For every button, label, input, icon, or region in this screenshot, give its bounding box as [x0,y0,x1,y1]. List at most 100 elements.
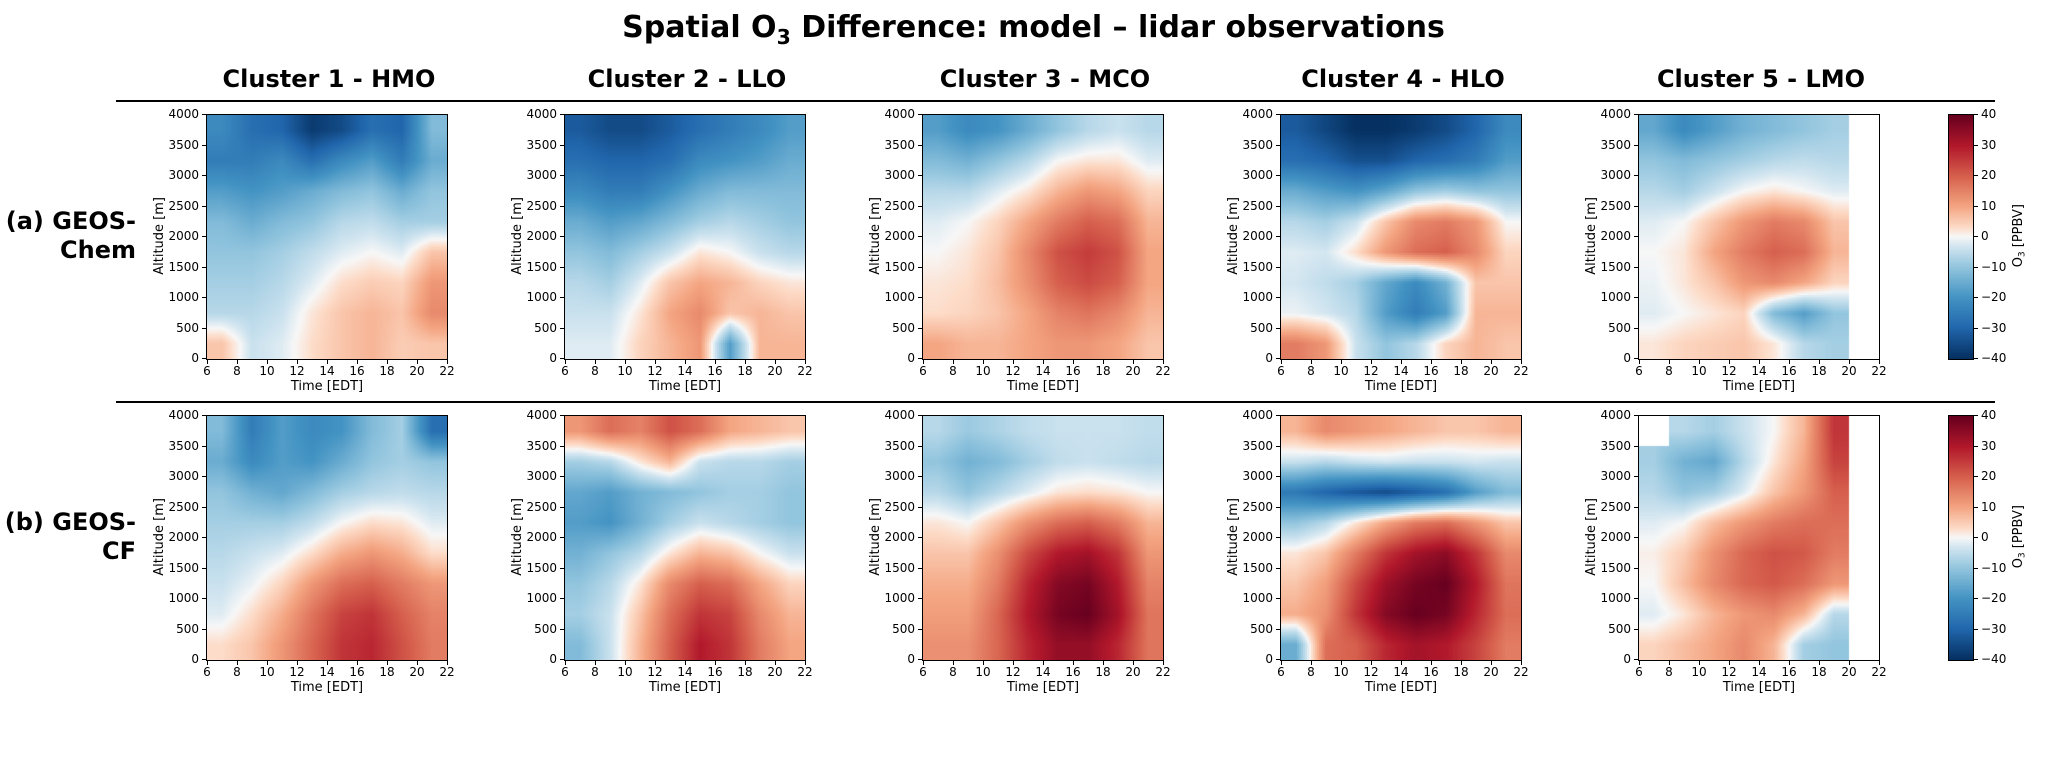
y-tick-label: 3500 [1242,137,1273,152]
y-tick-label: 3000 [884,168,915,182]
x-tick-label: 16 [707,364,723,378]
x-tick-label: 16 [707,665,723,679]
y-tick-mark [1276,144,1280,146]
y-tick-label: 2500 [884,198,915,213]
y-tick-label: 1000 [168,290,199,304]
y-tick-label: 1500 [1600,560,1631,575]
column-header-cluster4: Cluster 4 - HLO [1301,65,1505,93]
y-tick-mark [560,628,564,630]
y-tick-label: 2000 [168,229,199,243]
x-tick-label: 22 [797,665,813,679]
y-tick-label: 2000 [884,229,915,243]
x-tick-label: 6 [919,665,927,679]
row-divider-rule [116,401,1995,403]
column-header-cluster2: Cluster 2 - LLO [587,65,787,93]
y-tick-mark [918,598,922,599]
heatmap-panel-GEOS-CF-1: Altitude [m] 0 500 1000 1500 2000 2500 3000 3500… [150,408,508,695]
y-axis-ticks: 0 500 1000 1500 2000 2500 3000 3500 4000 [884,408,922,666]
x-tick-label: 8 [1307,665,1315,679]
y-tick-label: 500 [534,320,557,335]
x-tick-label: 6 [203,364,211,378]
x-tick-mark [207,661,208,665]
y-tick-mark [1276,567,1280,569]
colorbar-tick-mark [1974,628,1978,630]
x-tick-mark [1431,360,1432,364]
y-tick-mark [560,144,564,146]
y-tick-mark [560,358,564,359]
x-tick-mark [1281,360,1282,364]
y-tick-label: 500 [176,320,199,335]
y-tick-mark [1634,598,1638,599]
plot-column: 6 8 10 12 14 16 18 20 22 Time [EDT] [1277,415,1529,695]
y-tick-mark [1634,567,1638,569]
y-tick-mark [202,236,206,237]
row-label-geos-cf: (b) GEOS- CF [0,415,150,659]
row-label-line2: Chem [60,236,136,264]
row-label-geos-chem: (a) GEOS- Chem [0,114,150,358]
colorbar-tick-mark [1974,445,1978,447]
x-axis-ticks: 6 8 10 12 14 16 18 20 22 [1635,360,1887,379]
y-tick-label: 3500 [1242,438,1273,453]
x-tick-label: 18 [1095,665,1111,679]
colorbar-ticks: 40 30 20 10 0 −10 −20 −30 −40 [1974,408,2010,666]
x-tick-label: 12 [1721,665,1737,679]
x-tick-label: 14 [677,665,693,679]
x-tick-mark [1431,661,1432,665]
y-tick-label: 2500 [1242,499,1273,514]
y-tick-mark [1276,175,1280,176]
y-tick-label: 1500 [1242,259,1273,274]
x-tick-mark [745,360,746,364]
heatmap-canvas [1280,415,1522,661]
x-tick-label: 6 [1635,665,1643,679]
y-tick-mark [1276,236,1280,237]
x-tick-mark [595,360,596,364]
heatmap-panel-GEOS-CF-3: Altitude [m] 0 500 1000 1500 2000 2500 3000 3500… [866,408,1224,695]
x-tick-label: 8 [1307,364,1315,378]
x-tick-mark [1013,661,1014,665]
y-tick-label: 1000 [1242,591,1273,605]
y-tick-mark [918,628,922,630]
heatmap-panel-GEOS-CF-4: Altitude [m] 0 500 1000 1500 2000 2500 3000 3500… [1224,408,1582,695]
x-tick-label: 8 [233,665,241,679]
x-tick-mark [625,661,626,665]
y-tick-mark [202,144,206,146]
colorbar-tick-label: 0 [1981,229,1989,243]
y-tick-label: 1000 [1600,591,1631,605]
x-tick-mark [1849,360,1850,364]
x-tick-mark [983,661,984,665]
y-tick-mark [202,114,206,115]
x-tick-mark [1849,661,1850,665]
x-tick-label: 8 [949,364,957,378]
x-tick-mark [1759,360,1760,364]
x-axis-label: Time [EDT] [1364,680,1438,695]
heatmap-canvas [1638,114,1880,360]
x-tick-mark [327,661,328,665]
x-tick-label: 14 [1035,665,1051,679]
y-tick-mark [1634,445,1638,447]
y-axis-ticks: 0 500 1000 1500 2000 2500 3000 3500 4000 [884,107,922,365]
title-subscript: 3 [776,25,791,49]
x-tick-mark [267,360,268,364]
colorbar-tick-label: 20 [1981,469,1997,483]
y-tick-label: 4000 [168,107,199,121]
x-axis-label: Time [EDT] [1006,379,1080,394]
x-axis-label: Time [EDT] [290,680,364,695]
x-tick-mark [625,360,626,364]
y-tick-label: 2000 [884,530,915,544]
y-tick-mark [1276,415,1280,416]
colorbar-tick-label: −30 [1981,621,2007,636]
x-tick-label: 6 [561,665,569,679]
x-tick-mark [1669,360,1670,364]
y-tick-mark [560,114,564,115]
x-tick-mark [1639,360,1640,364]
x-tick-mark [447,661,448,665]
x-tick-mark [1073,360,1074,364]
y-tick-label: 3000 [526,168,557,182]
y-tick-mark [1634,659,1638,660]
column-header-row: Cluster 1 - HMO Cluster 2 - LLO Cluster … [0,65,2067,93]
y-axis-ticks: 0 500 1000 1500 2000 2500 3000 3500 4000 [168,408,206,666]
x-tick-label: 22 [1513,665,1529,679]
y-tick-mark [560,659,564,660]
x-tick-label: 6 [561,364,569,378]
y-tick-mark [1634,628,1638,630]
